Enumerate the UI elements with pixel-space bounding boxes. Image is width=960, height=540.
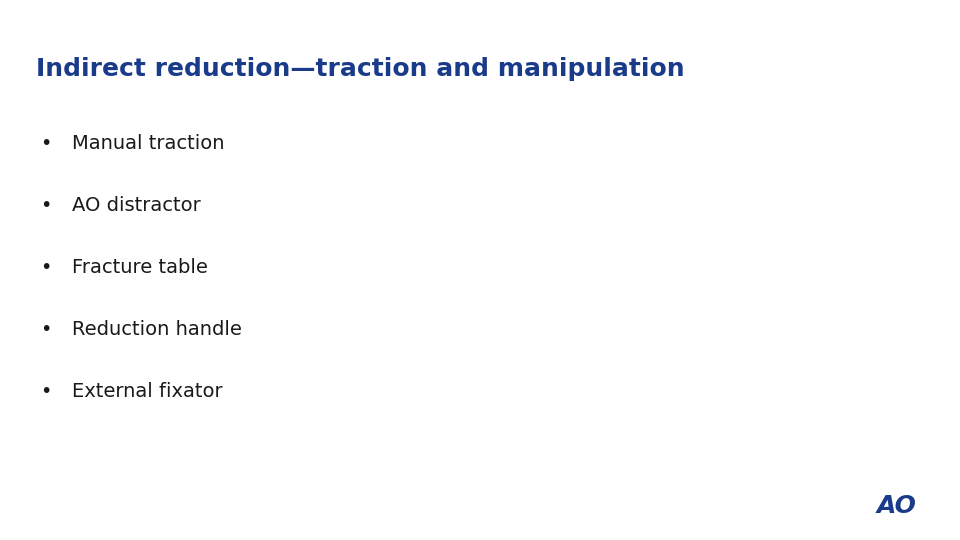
- Text: •: •: [40, 382, 52, 401]
- Text: Reduction handle: Reduction handle: [72, 320, 242, 339]
- Text: •: •: [40, 258, 52, 277]
- Text: AO distractor: AO distractor: [72, 195, 201, 215]
- Text: •: •: [40, 133, 52, 153]
- Text: Indirect reduction—traction and manipulation: Indirect reduction—traction and manipula…: [36, 57, 685, 80]
- Text: •: •: [40, 320, 52, 339]
- Text: Manual traction: Manual traction: [72, 133, 225, 153]
- Text: External fixator: External fixator: [72, 382, 223, 401]
- Text: Fracture table: Fracture table: [72, 258, 208, 277]
- Text: AO: AO: [876, 495, 917, 518]
- Text: •: •: [40, 195, 52, 215]
